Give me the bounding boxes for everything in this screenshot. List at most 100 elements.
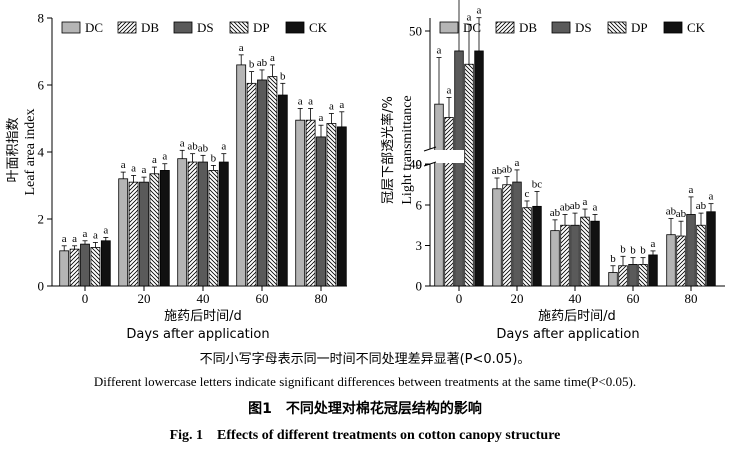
figure-title-zh: 图1 不同处理对棉花冠层结构的影响 <box>248 401 482 417</box>
significance-letter: ab <box>257 57 268 69</box>
left-x-label-zh: 施药后时间/d <box>164 309 242 324</box>
significance-letter: a <box>437 45 442 57</box>
significance-letter: a <box>583 196 588 208</box>
bar-DC <box>59 250 70 287</box>
bar-DP <box>464 63 474 287</box>
significance-letter: a <box>103 224 108 236</box>
axis-break-mark-bottom <box>423 161 437 167</box>
significance-letter: a <box>651 238 656 250</box>
legend-swatch-DP <box>229 21 249 34</box>
significance-letter: a <box>162 151 167 163</box>
significance-letter: bc <box>532 179 543 191</box>
significance-letter: ab <box>570 200 581 212</box>
legend-swatch-DC <box>61 21 81 34</box>
bar-DP <box>149 173 160 287</box>
y-tick-label: 3 <box>416 238 423 253</box>
bar-DS <box>257 79 267 287</box>
legend-label-DP: DP <box>253 20 270 35</box>
bar-DS <box>198 161 208 287</box>
left-y-label-zh: 叶面积指数 <box>6 117 21 182</box>
significance-letter: b <box>630 245 636 257</box>
significance-letter: c <box>525 188 530 200</box>
significance-letter: a <box>593 201 598 213</box>
y-tick-label: 40 <box>409 157 422 172</box>
bar-DB <box>69 248 80 287</box>
significance-letter: ab <box>696 200 707 212</box>
x-tick-label: 0 <box>456 291 463 306</box>
bar-CK <box>159 170 170 287</box>
bar-DC <box>118 178 129 287</box>
significance-letter: a <box>270 52 275 64</box>
legend-swatch-CK <box>285 21 305 34</box>
bar-DC <box>434 103 444 287</box>
bar-DS <box>80 243 90 287</box>
significance-letter: ab <box>198 142 209 154</box>
bar-DP <box>580 216 590 287</box>
bar-DS <box>686 214 696 287</box>
bar-DC <box>608 272 618 287</box>
significance-letter: a <box>339 99 344 111</box>
x-tick-label: 40 <box>569 291 582 306</box>
bar-DP <box>90 247 101 287</box>
significance-letter: a <box>152 154 157 166</box>
significance-letter: a <box>131 162 136 174</box>
x-tick-label: 60 <box>627 291 640 306</box>
right-x-label-zh: 施药后时间/d <box>538 309 616 324</box>
legend-label-DS: DS <box>197 20 214 35</box>
legend-label-DC: DC <box>463 20 481 35</box>
bar-DC <box>236 64 247 287</box>
significance-letter: a <box>477 5 482 17</box>
legend-swatch-DB <box>495 21 515 34</box>
y-tick-label: 0 <box>416 279 423 294</box>
bar-DS <box>316 136 326 287</box>
right-y-label-zh: 冠层下部透光率/% <box>380 96 396 204</box>
bar-DP <box>208 170 219 287</box>
significance-letter: ab <box>502 164 513 176</box>
y-tick-label: 6 <box>38 78 45 93</box>
significance-letter: a <box>83 228 88 240</box>
bar-DP <box>638 263 648 287</box>
significance-letter: a <box>467 11 472 23</box>
bar-CK <box>474 50 484 287</box>
x-tick-label: 0 <box>82 291 89 306</box>
legend-label-DC: DC <box>85 20 103 35</box>
significance-letter: b <box>280 70 286 82</box>
legend-swatch-DP <box>607 21 627 34</box>
significance-letter: a <box>221 141 226 153</box>
legend-label-DB: DB <box>519 20 537 35</box>
significance-letter: a <box>62 233 67 245</box>
x-tick-label: 80 <box>315 291 328 306</box>
bar-CK <box>706 211 716 287</box>
significance-letter: a <box>142 164 147 176</box>
significance-letter: ab <box>187 141 198 153</box>
significance-letter: a <box>709 191 714 203</box>
y-tick-label: 9 <box>416 157 423 172</box>
legend-swatch-DC <box>439 21 459 34</box>
bar-DC <box>492 188 502 287</box>
significance-letter: a <box>308 95 313 107</box>
significance-letter: a <box>319 112 324 124</box>
significance-letter: a <box>298 95 303 107</box>
y-tick-label: 8 <box>38 11 45 26</box>
bar-CK <box>218 161 229 287</box>
right-x-label-en: Days after application <box>496 327 639 342</box>
y-tick-label: 0 <box>38 279 45 294</box>
legend-swatch-DS <box>173 21 193 34</box>
significance-letter: b <box>249 59 255 71</box>
significance-letter: a <box>180 137 185 149</box>
left-y-label-en: Leaf area index <box>23 108 38 195</box>
bar-DB <box>618 265 628 287</box>
bar-DC <box>550 230 560 287</box>
right-y-label-en: Light transmittance <box>400 95 415 204</box>
bar-CK <box>532 205 542 287</box>
x-tick-label: 40 <box>197 291 210 306</box>
bar-CK <box>100 240 111 287</box>
significance-letter: a <box>447 85 452 97</box>
legend-label-DS: DS <box>575 20 592 35</box>
y-tick-label: 2 <box>38 212 45 227</box>
legend-label-CK: CK <box>687 20 706 35</box>
bar-CK <box>336 126 347 287</box>
bar-CK <box>648 254 658 287</box>
x-tick-label: 20 <box>138 291 151 306</box>
